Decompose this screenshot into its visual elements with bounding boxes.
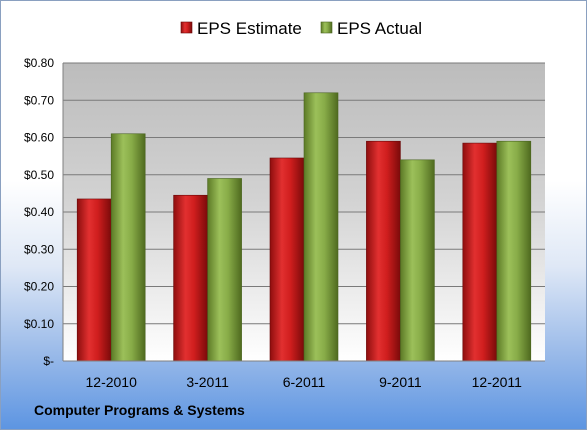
x-tick-label: 12-2010 bbox=[86, 374, 138, 390]
axes bbox=[62, 63, 545, 362]
x-tick-label: 12-2011 bbox=[472, 374, 523, 390]
actual-bar bbox=[207, 178, 242, 362]
legend-label-actual: EPS Actual bbox=[337, 19, 422, 38]
y-tick-label: $0.80 bbox=[24, 56, 54, 70]
actual-bar bbox=[110, 133, 146, 362]
y-tick-label: $0.30 bbox=[24, 242, 54, 256]
legend-swatch-estimate bbox=[180, 21, 193, 34]
y-tick-label: $0.10 bbox=[24, 317, 54, 331]
estimate-bar bbox=[76, 198, 112, 362]
y-tick-label: $0.60 bbox=[24, 131, 54, 145]
legend-label-estimate: EPS Estimate bbox=[197, 19, 302, 38]
y-tick-label: $0.70 bbox=[24, 93, 54, 107]
y-tick-labels: $- $0.10 $0.20 $0.30 $0.40 $0.50 $0.60 $0.70 $0.… bbox=[24, 56, 54, 368]
x-tick-label: 9-2011 bbox=[379, 374, 422, 390]
estimate-bar bbox=[269, 157, 305, 362]
estimate-bar bbox=[173, 194, 208, 362]
bars bbox=[76, 92, 532, 362]
estimate-bar bbox=[462, 142, 498, 362]
chart-caption: Computer Programs & Systems bbox=[34, 402, 245, 418]
estimate-bar bbox=[366, 140, 401, 362]
y-tick-label: $0.20 bbox=[24, 280, 54, 294]
x-tick-label: 3-2011 bbox=[186, 374, 229, 390]
y-tick-label: $0.50 bbox=[24, 168, 54, 182]
x-tick-label: 6-2011 bbox=[283, 374, 326, 390]
actual-bar bbox=[400, 159, 435, 362]
legend-swatch-actual bbox=[320, 21, 333, 34]
x-tick-labels: 12-2010 3-2011 6-2011 9-2011 12-2011 bbox=[86, 374, 523, 390]
actual-bar bbox=[303, 92, 339, 362]
legend: EPS Estimate EPS Actual bbox=[180, 19, 422, 38]
actual-bar bbox=[496, 140, 532, 362]
y-tick-label: $0.40 bbox=[24, 205, 54, 219]
y-tick-label: $- bbox=[43, 354, 54, 368]
